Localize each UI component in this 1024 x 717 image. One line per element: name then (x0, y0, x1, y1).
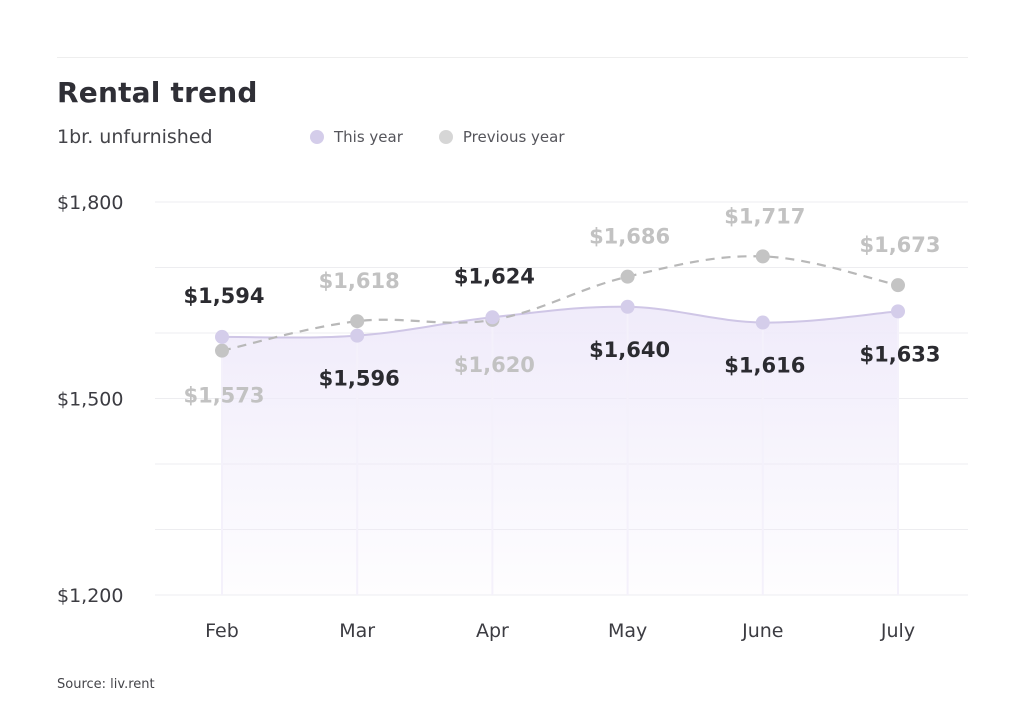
y-tick-label: $1,200 (57, 585, 123, 607)
legend-dot-previous-year (438, 130, 453, 144)
previous-year-point (215, 343, 229, 358)
x-tick-label: Feb (205, 620, 239, 642)
chart-title: Rental trend (57, 76, 258, 109)
previous-year-point (620, 269, 635, 284)
x-tick-label: July (880, 620, 915, 642)
legend-item-this-year: This year (310, 128, 403, 146)
this-year-point (755, 315, 770, 330)
y-tick-label: $1,500 (57, 389, 123, 411)
this-year-data-label: $1,624 (454, 264, 535, 288)
previous-year-data-label: $1,717 (724, 204, 805, 228)
previous-year-line (221, 255, 899, 352)
previous-year-data-label: $1,573 (183, 384, 264, 408)
this-year-line (221, 305, 899, 339)
this-year-data-label: $1,596 (319, 367, 400, 391)
y-tick-label: $1,800 (57, 192, 123, 214)
this-year-data-label: $1,594 (183, 284, 264, 308)
this-year-data-label: $1,616 (724, 354, 805, 378)
x-tick-label: June (741, 620, 783, 642)
x-tick-label: Apr (476, 620, 509, 642)
legend-dot-this-year (310, 130, 324, 144)
legend-item-previous-year: Previous year (438, 128, 565, 146)
chart-subtitle: 1br. unfurnished (57, 126, 213, 148)
this-year-data-label: $1,633 (859, 342, 940, 366)
this-year-data-label: $1,640 (589, 338, 670, 362)
previous-year-point (891, 278, 905, 293)
x-tick-label: May (608, 620, 647, 642)
legend-label-this-year: This year (334, 128, 403, 146)
this-year-area (222, 306, 898, 595)
legend-label-previous-year: Previous year (462, 128, 565, 146)
previous-year-data-label: $1,686 (589, 225, 670, 249)
previous-year-data-label: $1,673 (859, 233, 940, 257)
previous-year-data-label: $1,618 (319, 269, 400, 293)
source-note: Source: liv.rent (57, 677, 155, 692)
this-year-point (620, 299, 635, 314)
previous-year-point (755, 249, 770, 264)
x-tick-label: Mar (339, 620, 375, 642)
this-year-point (485, 310, 500, 325)
previous-year-point (350, 314, 365, 329)
this-year-point (350, 328, 365, 343)
top-divider (57, 57, 968, 58)
this-year-point (215, 329, 229, 344)
chart-legend: This year Previous year (310, 128, 565, 146)
this-year-point (891, 304, 905, 319)
previous-year-data-label: $1,620 (454, 353, 535, 377)
